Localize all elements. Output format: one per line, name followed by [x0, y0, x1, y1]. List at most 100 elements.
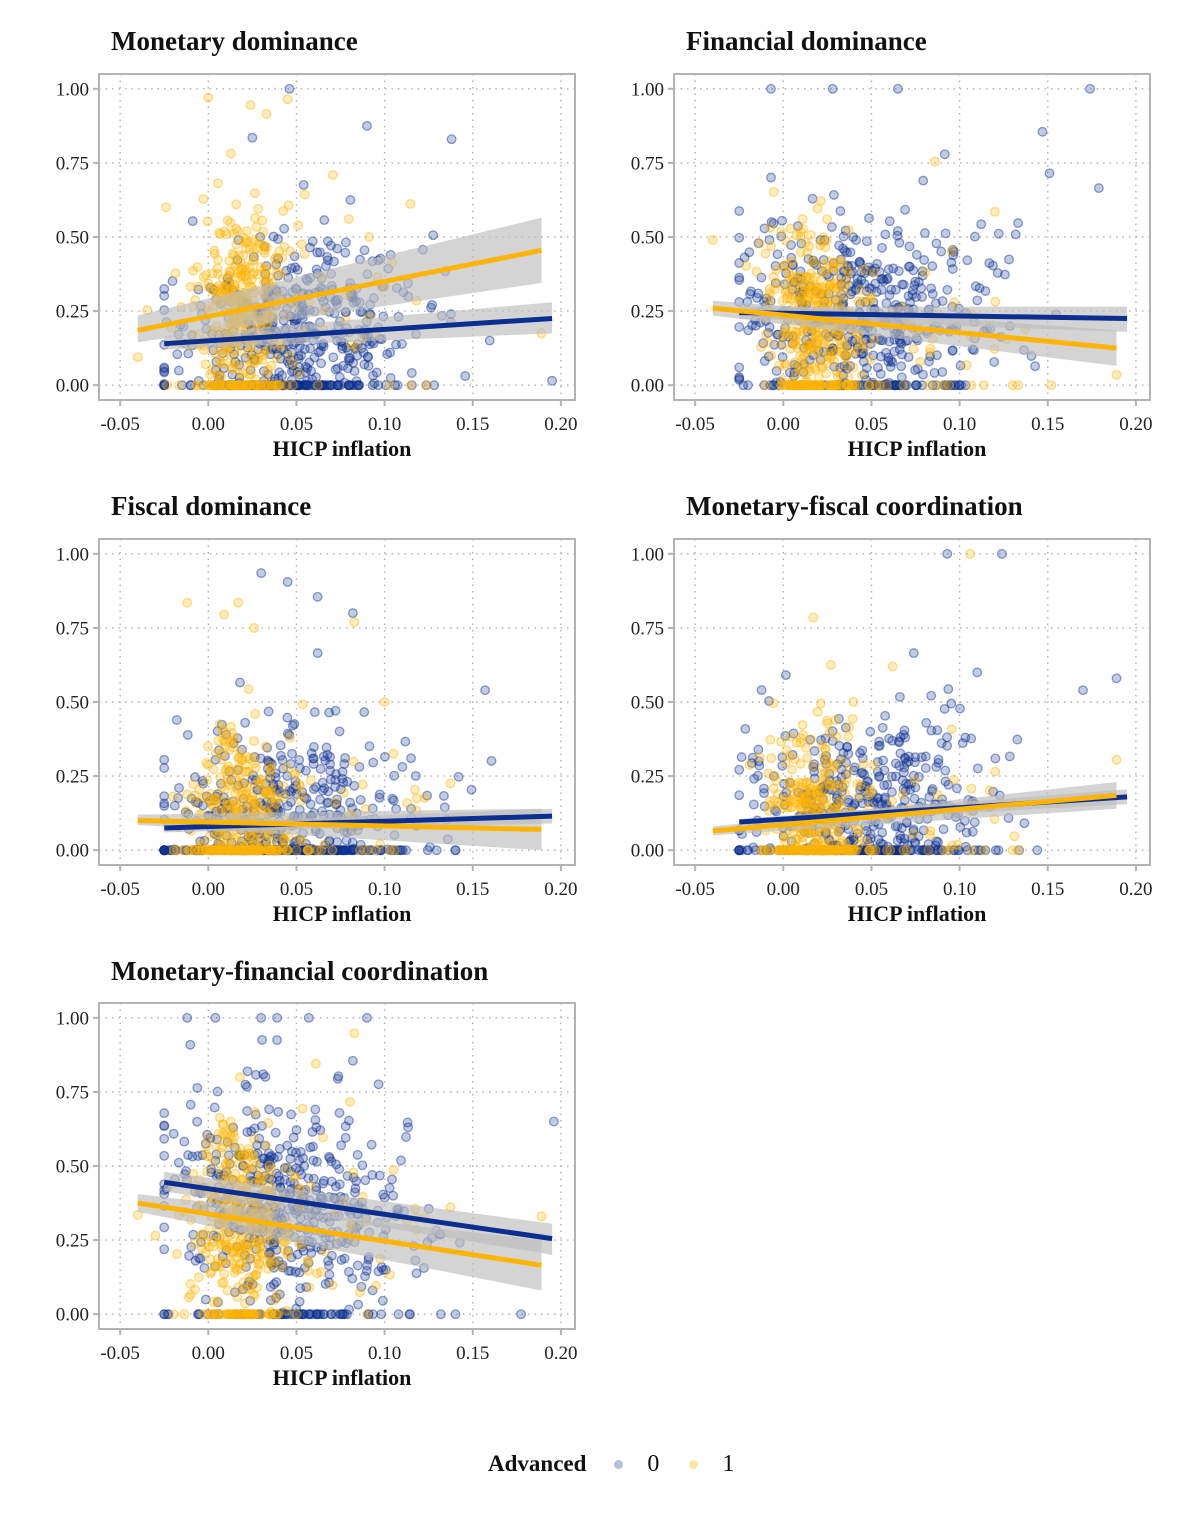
scatter-point-group-1	[209, 793, 220, 804]
scatter-point-group-1	[788, 338, 799, 349]
scatter-point-group-0	[833, 380, 844, 391]
scatter-point-group-0	[171, 715, 182, 725]
scatter-point-group-1	[908, 344, 919, 355]
scatter-point-group-1	[925, 347, 935, 358]
scatter-point-group-0	[212, 789, 223, 800]
scatter-point-group-0	[850, 380, 861, 391]
scatter-point-group-1	[836, 380, 847, 391]
scatter-point-group-1	[215, 380, 226, 391]
scatter-point-group-1	[259, 241, 270, 252]
scatter-point-group-0	[908, 265, 919, 276]
scatter-point-group-1	[247, 791, 258, 802]
scatter-point-group-0	[969, 817, 980, 828]
scatter-point-group-0	[325, 774, 336, 785]
scatter-point-group-1	[266, 845, 277, 856]
scatter-point-group-1	[276, 268, 287, 279]
scatter-point-group-1	[250, 380, 261, 391]
scatter-point-group-0	[904, 261, 915, 272]
scatter-point-group-0	[330, 364, 341, 375]
scatter-point-group-0	[285, 845, 296, 856]
scatter-point-group-1	[791, 380, 801, 391]
scatter-point-group-0	[243, 845, 254, 856]
scatter-point-group-1	[235, 845, 245, 856]
scatter-point-group-1	[869, 334, 880, 345]
scatter-point-group-0	[321, 380, 332, 391]
scatter-point-group-1	[264, 845, 274, 856]
scatter-point-group-0	[867, 267, 878, 277]
scatter-point-group-1	[853, 344, 864, 355]
scatter-point-group-0	[318, 380, 328, 391]
scatter-point-group-1	[244, 262, 255, 273]
scatter-point-group-0	[178, 845, 189, 856]
x-tick-label: 0.00	[192, 1343, 225, 1364]
scatter-point-group-1	[250, 762, 261, 773]
scatter-point-group-1	[236, 263, 247, 274]
scatter-point-group-0	[298, 380, 309, 391]
scatter-point-group-1	[232, 1291, 243, 1302]
scatter-point-group-0	[792, 273, 803, 284]
scatter-point-group-0	[1014, 845, 1025, 856]
scatter-point-group-0	[325, 380, 336, 391]
scatter-point-group-1	[782, 380, 793, 391]
scatter-point-group-0	[349, 366, 360, 377]
scatter-point-group-1	[838, 333, 849, 344]
scatter-point-group-0	[777, 332, 788, 343]
scatter-point-group-0	[159, 1309, 170, 1320]
scatter-point-group-0	[229, 349, 239, 360]
scatter-point-group-1	[810, 295, 821, 306]
scatter-point-group-1	[764, 800, 775, 811]
scatter-point-group-1	[225, 380, 236, 391]
scatter-point-group-0	[216, 803, 227, 814]
scatter-point-group-1	[200, 845, 211, 856]
scatter-point-group-1	[237, 368, 248, 379]
scatter-point-group-0	[929, 367, 940, 378]
scatter-point-group-0	[931, 350, 942, 361]
scatter-point-group-1	[781, 330, 792, 341]
scatter-point-group-0	[240, 845, 251, 856]
scatter-point-group-1	[232, 783, 243, 794]
scatter-point-group-0	[212, 726, 223, 737]
scatter-point-group-0	[396, 339, 407, 349]
scatter-point-group-0	[293, 380, 304, 391]
scatter-point-group-1	[785, 223, 796, 234]
scatter-point-group-0	[411, 1268, 422, 1279]
scatter-point-group-1	[244, 369, 255, 380]
scatter-point-group-1	[789, 272, 800, 283]
scatter-point-group-1	[789, 380, 800, 391]
scatter-point-group-1	[265, 763, 276, 774]
scatter-point-group-1	[829, 257, 840, 268]
scatter-point-group-0	[332, 363, 343, 374]
scatter-point-group-0	[367, 1170, 378, 1180]
scatter-point-group-1	[246, 845, 257, 856]
scatter-point-group-0	[224, 380, 235, 391]
scatter-point-group-1	[839, 349, 850, 360]
scatter-point-group-0	[857, 767, 868, 778]
scatter-point-group-0	[819, 296, 830, 307]
scatter-point-group-0	[194, 845, 205, 856]
scatter-point-group-0	[259, 787, 270, 797]
scatter-point-group-1	[214, 355, 225, 366]
scatter-point-group-1	[840, 838, 851, 849]
scatter-point-group-1	[236, 779, 247, 789]
scatter-point-group-0	[255, 753, 266, 764]
scatter-point-group-1	[318, 1132, 328, 1143]
scatter-point-group-0	[223, 845, 234, 856]
scatter-point-group-1	[235, 380, 246, 391]
scatter-point-group-0	[220, 845, 231, 856]
scatter-point-group-0	[852, 341, 863, 352]
scatter-point-group-0	[870, 263, 881, 274]
scatter-point-group-0	[193, 845, 204, 856]
scatter-point-group-0	[777, 351, 788, 362]
legend-label-0: 0	[647, 1450, 660, 1477]
scatter-point-group-1	[797, 380, 808, 391]
scatter-point-group-0	[321, 742, 332, 753]
scatter-point-group-1	[220, 1160, 231, 1170]
scatter-point-group-1	[226, 1246, 237, 1257]
scatter-point-group-0	[277, 380, 288, 391]
scatter-point-group-0	[805, 281, 816, 292]
scatter-point-group-0	[234, 372, 245, 383]
scatter-point-group-1	[410, 784, 420, 795]
scatter-point-group-1	[244, 244, 255, 255]
scatter-point-group-1	[821, 358, 832, 369]
scatter-point-group-0	[226, 380, 237, 391]
